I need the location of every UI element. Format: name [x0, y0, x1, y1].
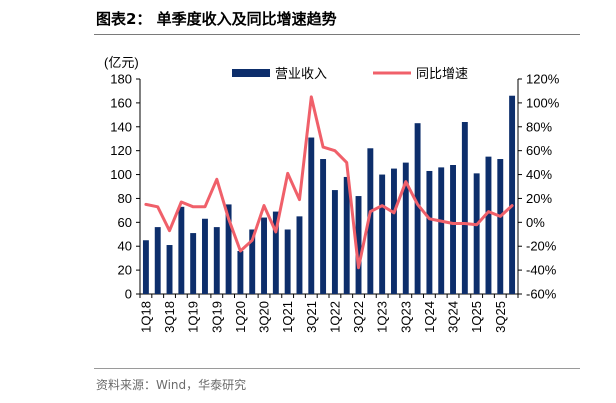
revenue-bar	[485, 156, 492, 294]
revenue-bar	[142, 240, 149, 294]
revenue-bar	[249, 229, 256, 294]
revenue-bar	[497, 159, 504, 294]
revenue-bar	[343, 176, 350, 294]
revenue-bar	[367, 148, 374, 294]
y-axis-unit-label: (亿元)	[104, 55, 139, 70]
left-axis-tick-label: 60	[118, 215, 132, 230]
revenue-bar	[154, 227, 161, 294]
x-axis-tick-label: 1Q19	[186, 301, 201, 333]
right-axis-tick-label: 20%	[526, 191, 552, 206]
x-axis-tick-label: 3Q22	[351, 301, 366, 333]
tick-labels: 0 20 40 60 80 100 120 140 160 180 -60% -40% -20% 0% 20…	[104, 55, 560, 333]
x-axis-tick-label: 1Q24	[422, 301, 437, 333]
revenue-bar	[355, 196, 362, 294]
revenue-bar	[166, 245, 173, 294]
revenue-bar	[331, 190, 338, 294]
x-axis-tick-label: 3Q23	[398, 301, 413, 333]
x-axis-tick-label: 3Q18	[162, 301, 177, 333]
x-axis-tick-label: 3Q20	[257, 301, 272, 333]
revenue-bar	[414, 123, 421, 294]
chart-title: 图表2： 单季度收入及同比增速趋势	[96, 10, 337, 28]
left-axis-tick-label: 80	[118, 191, 132, 206]
right-axis-tick-label: 40%	[526, 167, 552, 182]
left-axis-tick-label: 160	[110, 95, 132, 110]
revenue-bar	[237, 251, 244, 294]
legend-label-revenue: 营业收入	[275, 67, 327, 82]
right-axis-tick-label: -20%	[526, 239, 557, 254]
revenue-bar	[402, 162, 409, 294]
legend: 营业收入 同比增速	[232, 67, 468, 82]
x-axis-tick-label: 1Q22	[327, 301, 342, 333]
revenue-bar	[320, 159, 327, 294]
left-axis-tick-label: 180	[110, 72, 132, 87]
left-axis-tick-label: 0	[125, 287, 132, 302]
legend-swatch-revenue	[232, 69, 270, 77]
revenue-bar	[178, 206, 185, 294]
revenue-bar	[272, 211, 279, 294]
x-axis-tick-label: 3Q21	[304, 301, 319, 333]
right-axis-tick-label: -60%	[526, 287, 557, 302]
revenue-bar	[473, 173, 480, 294]
left-axis-tick-label: 140	[110, 119, 132, 134]
right-axis-tick-label: 0%	[526, 215, 545, 230]
revenue-bar	[461, 122, 468, 294]
x-axis-tick-label: 3Q25	[493, 301, 508, 333]
left-axis-tick-label: 100	[110, 167, 132, 182]
revenue-bar	[308, 137, 315, 294]
revenue-bar	[379, 174, 386, 294]
right-axis-tick-label: 80%	[526, 119, 552, 134]
right-axis-tick-label: 120%	[526, 72, 560, 87]
revenue-bar	[391, 168, 397, 294]
left-axis-tick-label: 120	[110, 143, 132, 158]
right-axis-tick-label: 60%	[526, 143, 552, 158]
right-axis-tick-label: 100%	[526, 95, 560, 110]
x-axis-tick-label: 3Q19	[209, 301, 224, 333]
revenue-bar	[426, 170, 433, 294]
x-axis-tick-label: 1Q23	[375, 301, 390, 333]
x-axis-tick-label: 1Q21	[280, 301, 295, 333]
left-axis-tick-label: 40	[118, 239, 132, 254]
revenue-bar	[202, 218, 208, 294]
source-note: 资料来源：Wind，华泰研究	[96, 378, 247, 392]
revenue-bar	[284, 229, 291, 294]
line-series	[144, 95, 514, 270]
footer-divider	[94, 368, 580, 369]
revenue-bar	[225, 204, 232, 294]
left-axis-tick-label: 20	[118, 263, 132, 278]
title-divider	[94, 34, 580, 35]
right-axis-tick-label: -40%	[526, 263, 557, 278]
yoy-growth-line	[144, 95, 514, 270]
revenue-bar	[213, 227, 220, 294]
x-axis-tick-label: 1Q20	[233, 301, 248, 333]
revenue-bar	[509, 95, 516, 294]
revenue-bar	[190, 233, 197, 294]
revenue-bar	[450, 165, 456, 294]
x-axis-tick-label: 1Q25	[469, 301, 484, 333]
revenue-bar	[261, 217, 267, 294]
x-axis-tick-label: 3Q24	[446, 301, 461, 333]
bar-series	[142, 95, 516, 294]
revenue-bar	[296, 216, 303, 294]
x-axis-tick-label: 1Q18	[138, 301, 153, 333]
revenue-bar	[438, 167, 445, 294]
legend-label-growth: 同比增速	[416, 67, 468, 82]
